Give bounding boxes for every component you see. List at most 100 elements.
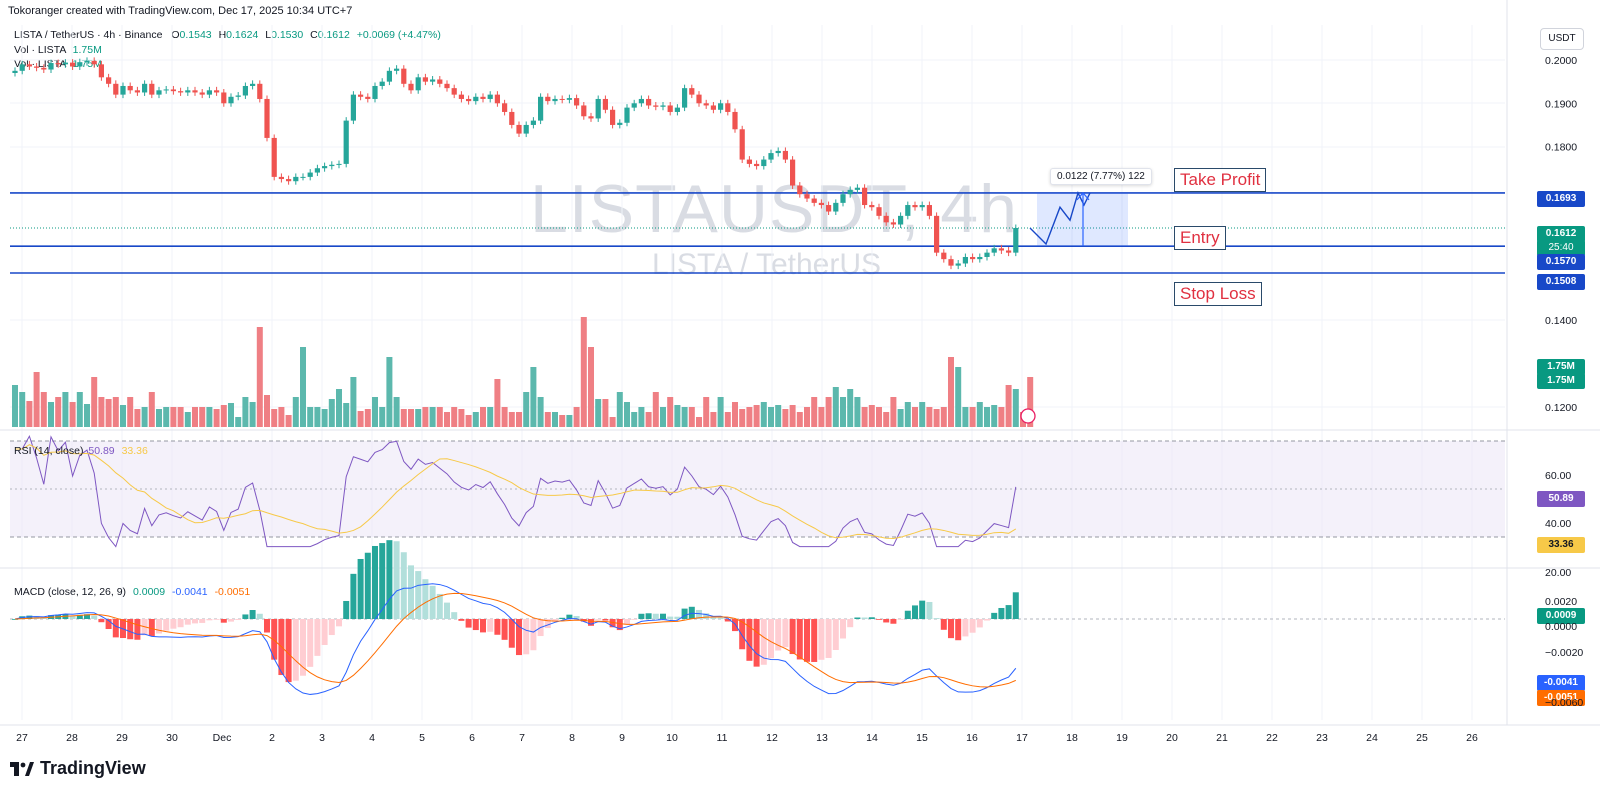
macd-histogram-bar bbox=[501, 619, 508, 640]
tradingview-logo-text: TradingView bbox=[40, 758, 146, 778]
candle-body bbox=[300, 176, 306, 178]
macd-histogram-bar bbox=[955, 619, 962, 641]
time-tick-label: 27 bbox=[16, 732, 28, 744]
candle-body bbox=[739, 129, 745, 160]
macd-histogram-bar bbox=[343, 600, 350, 619]
macd-histogram-bar bbox=[890, 619, 897, 624]
macd-histogram-bar bbox=[818, 619, 825, 660]
volume-bar bbox=[84, 404, 90, 427]
volume-bar bbox=[566, 415, 573, 427]
currency-button[interactable]: USDT bbox=[1540, 28, 1584, 50]
macd-histogram-bar bbox=[444, 602, 450, 619]
candle-body bbox=[746, 159, 752, 164]
trade-levels bbox=[10, 192, 1505, 274]
volume-bar bbox=[825, 397, 832, 427]
macd-histogram-bar bbox=[523, 619, 530, 655]
macd-histogram-bar bbox=[602, 619, 609, 621]
last-price-tag: 0.1612 bbox=[1537, 226, 1585, 242]
candle-body bbox=[977, 256, 983, 260]
stop-loss-label[interactable]: Stop Loss bbox=[1174, 282, 1262, 306]
candle-body bbox=[631, 103, 637, 108]
symbol-name[interactable]: LISTA / TetherUS · 4h · Binance bbox=[14, 29, 163, 41]
macd-histogram-bar bbox=[624, 619, 630, 625]
macd-histogram-bar bbox=[213, 619, 220, 620]
volume-bar bbox=[573, 407, 580, 427]
volume-bar bbox=[336, 389, 342, 427]
volume-bar bbox=[861, 407, 868, 427]
tradingview-logo[interactable]: TradingView bbox=[10, 758, 146, 779]
volume-bar bbox=[717, 397, 724, 427]
candle-body bbox=[278, 176, 284, 180]
candle-body bbox=[934, 215, 940, 253]
candle-body bbox=[77, 62, 83, 67]
chart-canvas[interactable]: 27 28 29 30 Dec 2 3 4 5 6 7 8 9 10 11 12 13 14 15 16 17 18 19 2… bbox=[0, 0, 1600, 745]
candle-body bbox=[833, 202, 839, 212]
time-tick-label: 3 bbox=[319, 732, 325, 744]
volume-bar bbox=[508, 412, 515, 427]
rsi-tick-60: 60.00 bbox=[1545, 470, 1572, 482]
macd-histogram-bar bbox=[681, 608, 688, 619]
measure-tooltip: 0.0122 (7.77%) 122 bbox=[1050, 168, 1152, 185]
macd-histogram-bar bbox=[868, 617, 875, 619]
time-tick-label: 16 bbox=[966, 732, 978, 744]
candle-body bbox=[754, 163, 760, 167]
macd-histogram-bar bbox=[940, 619, 947, 630]
volume-bar bbox=[580, 317, 587, 427]
macd-histogram-bar bbox=[156, 619, 162, 634]
macd-histogram-bar bbox=[372, 545, 378, 619]
volume-bar bbox=[530, 367, 537, 427]
volume-bar bbox=[645, 412, 652, 427]
time-tick-label: 2 bbox=[269, 732, 275, 744]
volume-bar bbox=[300, 347, 306, 427]
volume-legend-1[interactable]: Vol · LISTA 1.75M bbox=[14, 44, 102, 56]
time-tick-label: 10 bbox=[666, 732, 678, 744]
macd-histogram-bar bbox=[696, 609, 702, 619]
candle-body bbox=[149, 83, 155, 95]
macd-histogram-bar bbox=[112, 619, 119, 638]
time-tick-label: 5 bbox=[419, 732, 425, 744]
candle-body bbox=[926, 205, 932, 216]
volume-bar bbox=[472, 412, 479, 427]
macd-histogram-bar bbox=[177, 619, 184, 628]
candle-body bbox=[689, 88, 695, 95]
candle-body bbox=[34, 66, 40, 68]
volume-bar bbox=[1012, 389, 1019, 427]
rsi-legend[interactable]: RSI (14, close) 50.89 33.36 bbox=[14, 445, 148, 457]
candle-body bbox=[170, 89, 176, 92]
macd-legend[interactable]: MACD (close, 12, 26, 9) 0.0009 -0.0041 -… bbox=[14, 586, 251, 598]
volume-bar bbox=[350, 377, 357, 427]
volume-bar bbox=[105, 399, 112, 427]
entry-label[interactable]: Entry bbox=[1174, 226, 1226, 250]
macd-histogram-bar bbox=[422, 579, 429, 619]
take-profit-label[interactable]: Take Profit bbox=[1174, 168, 1267, 192]
projection-path bbox=[1029, 190, 1091, 246]
candle-body bbox=[293, 176, 299, 182]
volume-bar bbox=[660, 407, 666, 427]
candle-body bbox=[847, 189, 853, 195]
candle-body bbox=[41, 67, 47, 70]
volume-bar bbox=[696, 417, 702, 427]
candle-body bbox=[674, 107, 680, 112]
volume-bar bbox=[984, 407, 990, 427]
candle-body bbox=[1006, 250, 1012, 253]
volume-bar bbox=[451, 407, 458, 427]
candle-body bbox=[26, 64, 32, 67]
volume-bar bbox=[292, 397, 299, 427]
rsi-tick-20: 20.00 bbox=[1545, 567, 1572, 579]
candle-body bbox=[948, 259, 954, 266]
low-value: 0.1530 bbox=[271, 29, 304, 41]
macd-histogram-bar bbox=[1012, 592, 1019, 619]
time-tick-label: 12 bbox=[766, 732, 778, 744]
macd-histogram-bar bbox=[566, 614, 573, 619]
macd-histogram-bar bbox=[717, 617, 724, 619]
volume-bar bbox=[184, 412, 191, 427]
macd-histogram-bar bbox=[480, 619, 486, 633]
macd-histogram-bar bbox=[991, 612, 998, 619]
macd-histogram-bar bbox=[796, 619, 803, 660]
time-tick-label: 21 bbox=[1216, 732, 1228, 744]
change-value: +0.0069 (+4.47%) bbox=[356, 29, 441, 41]
candle-body bbox=[257, 83, 263, 99]
tp-price-tag: 0.1693 bbox=[1537, 191, 1585, 207]
volume-bar bbox=[444, 412, 450, 427]
volume-bar bbox=[1027, 377, 1034, 427]
